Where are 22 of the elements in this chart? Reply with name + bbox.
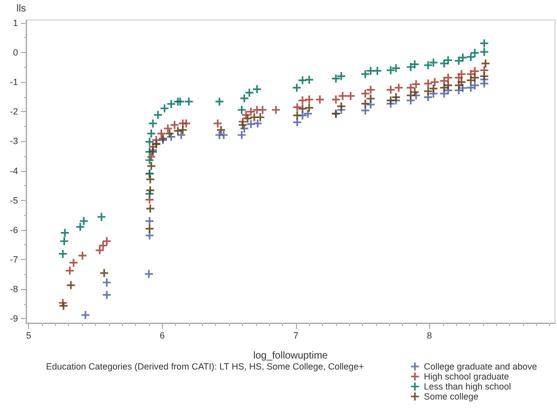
legend-label: Some college [424,392,478,402]
y-tick-label: -5 [10,195,18,206]
y-tick-label: -1 [10,77,18,88]
x-tick-label: 6 [160,330,165,340]
y-tick-label: 1 [12,18,18,28]
y-tick-label: -9 [10,314,18,324]
legend-label: College graduate and above [424,362,538,372]
x-tick-label: 8 [426,330,432,340]
legend-label: High school graduate [424,372,509,382]
y-tick-label: -7 [10,254,18,264]
y-tick-label: -4 [10,166,18,176]
y-tick-label: -2 [10,106,18,117]
y-tick-label: -3 [10,136,18,146]
x-tick-label: 5 [26,330,32,340]
x-axis-title: log_followuptime [253,350,328,362]
y-tick-label: -6 [10,224,18,235]
y-tick-label: 0 [12,48,18,58]
legend-title: Education Categories (Derived from CATI): LT HS, HS, Some College, College+ [46,362,364,372]
legend-label: Less than high school [424,382,511,392]
y-tick-label: -8 [10,284,18,294]
y-axis-title: lls [16,4,26,14]
x-tick-label: 7 [293,330,298,340]
